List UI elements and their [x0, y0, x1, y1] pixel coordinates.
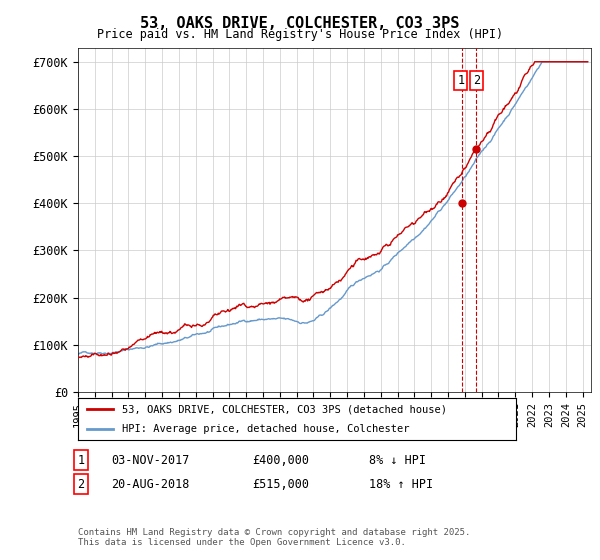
- Text: Price paid vs. HM Land Registry's House Price Index (HPI): Price paid vs. HM Land Registry's House …: [97, 28, 503, 41]
- Text: 2: 2: [473, 74, 481, 87]
- Text: 1: 1: [457, 74, 464, 87]
- Text: 1: 1: [77, 454, 85, 467]
- Text: £515,000: £515,000: [252, 478, 309, 491]
- Text: HPI: Average price, detached house, Colchester: HPI: Average price, detached house, Colc…: [122, 424, 409, 434]
- Text: 53, OAKS DRIVE, COLCHESTER, CO3 3PS (detached house): 53, OAKS DRIVE, COLCHESTER, CO3 3PS (det…: [122, 404, 447, 414]
- Text: 18% ↑ HPI: 18% ↑ HPI: [369, 478, 433, 491]
- Text: 8% ↓ HPI: 8% ↓ HPI: [369, 454, 426, 467]
- Text: 03-NOV-2017: 03-NOV-2017: [111, 454, 190, 467]
- Text: 20-AUG-2018: 20-AUG-2018: [111, 478, 190, 491]
- Text: 2: 2: [77, 478, 85, 491]
- Text: £400,000: £400,000: [252, 454, 309, 467]
- Text: 53, OAKS DRIVE, COLCHESTER, CO3 3PS: 53, OAKS DRIVE, COLCHESTER, CO3 3PS: [140, 16, 460, 31]
- Text: Contains HM Land Registry data © Crown copyright and database right 2025.
This d: Contains HM Land Registry data © Crown c…: [78, 528, 470, 547]
